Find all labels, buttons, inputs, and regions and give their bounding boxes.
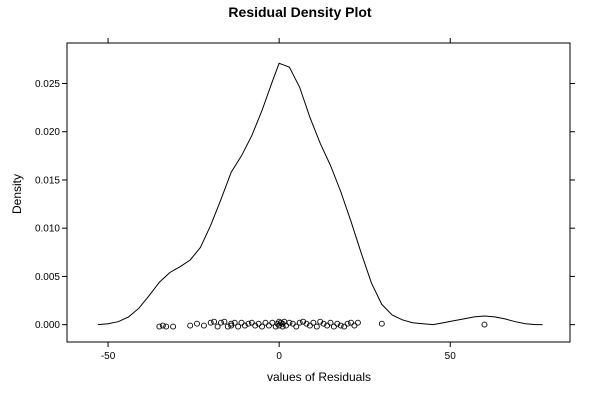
rug-point [200, 322, 207, 329]
rug-point [245, 320, 252, 327]
rug-point [159, 322, 166, 329]
rug-point [187, 322, 194, 329]
rug-point [194, 320, 200, 327]
rug-point [306, 322, 313, 329]
y-tick-label: 0.015 [35, 175, 60, 186]
rug-point [354, 319, 361, 326]
rug-point [228, 322, 235, 329]
rug-point [218, 319, 224, 326]
rug-point [348, 319, 354, 326]
rug-point [231, 319, 238, 326]
rug-point [252, 322, 259, 329]
rug-point [211, 318, 218, 325]
rug-point [238, 319, 245, 326]
rug-point [262, 319, 269, 326]
rug-point [283, 322, 289, 329]
rug-point [296, 319, 303, 326]
rug-point [207, 319, 214, 326]
rug-point [255, 320, 262, 327]
rug-point [310, 319, 317, 326]
rug-point [156, 323, 163, 330]
rug-point [286, 319, 293, 326]
rug-point [324, 322, 331, 329]
y-tick-label: 0.000 [35, 320, 60, 331]
rug-point [235, 323, 242, 330]
rug-point [228, 320, 235, 327]
rug-point [289, 320, 296, 327]
rug-point [303, 320, 310, 327]
rug-point [341, 323, 348, 330]
rug-point [351, 322, 358, 329]
x-tick-label: -50 [101, 351, 116, 362]
y-axis-label: Density [10, 174, 24, 214]
rug-point [378, 320, 385, 327]
rug-point [334, 320, 341, 327]
rug-point [248, 319, 255, 326]
y-tick-label: 0.025 [35, 79, 60, 90]
rug-point [313, 323, 320, 330]
rug-points [156, 318, 488, 330]
rug-point [221, 318, 228, 325]
x-axis-ticks: -50 0 50 [101, 38, 456, 362]
rug-point [293, 323, 300, 330]
y-tick-label: 0.010 [35, 224, 60, 235]
x-tick-label: 50 [445, 351, 457, 362]
rug-point [224, 323, 231, 330]
density-line [97, 62, 543, 326]
rug-point [481, 321, 488, 328]
rug-point [272, 323, 279, 330]
rug-point [170, 323, 177, 330]
rug-point [330, 323, 337, 330]
rug-point [327, 319, 334, 326]
y-tick-label: 0.020 [35, 127, 60, 138]
x-tick-label: 0 [276, 351, 282, 362]
rug-point [344, 320, 351, 327]
chart-title: Residual Density Plot [228, 4, 371, 20]
x-axis-label: values of Residuals [267, 370, 371, 384]
rug-point [163, 323, 170, 330]
rug-point [265, 322, 272, 329]
y-tick-label: 0.005 [35, 272, 60, 283]
plot-frame [66, 42, 571, 343]
y-axis-ticks: 0.000 0.005 0.010 0.015 0.020 0.025 [35, 79, 575, 331]
rug-point [214, 323, 221, 330]
rug-point [337, 322, 344, 329]
rug-point [259, 323, 265, 330]
